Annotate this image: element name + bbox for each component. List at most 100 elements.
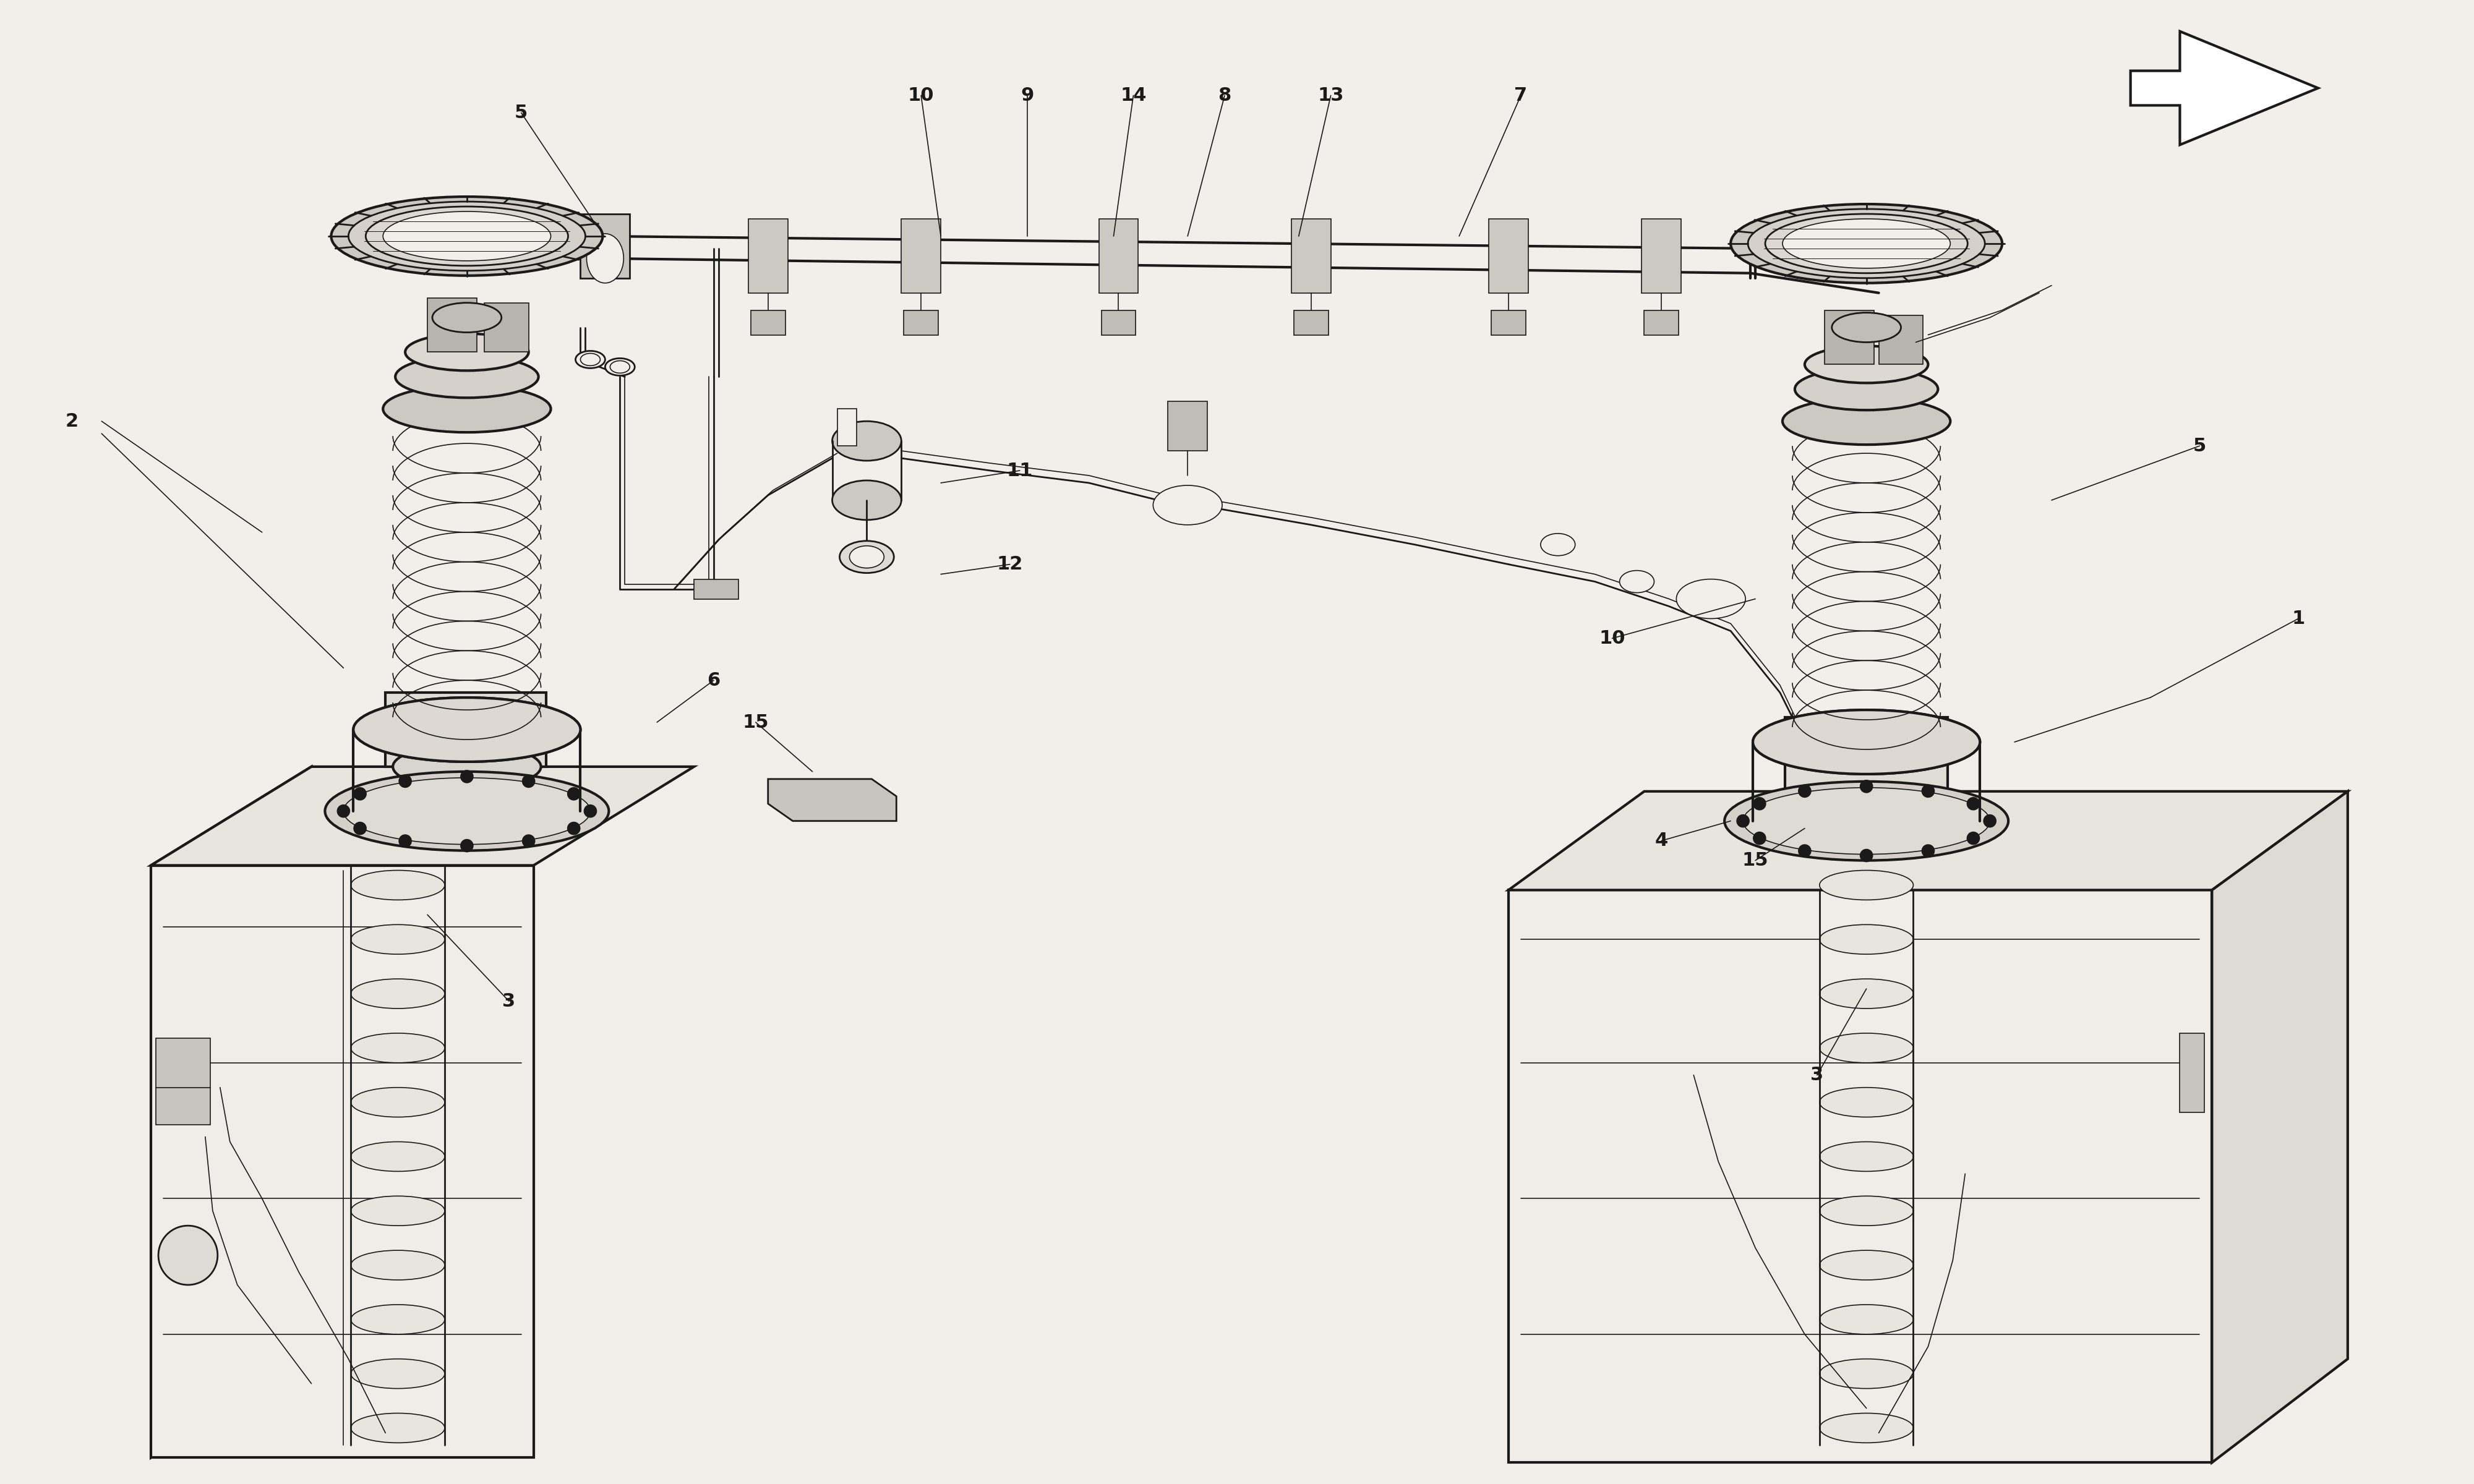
Ellipse shape xyxy=(1804,346,1927,383)
Text: 8: 8 xyxy=(1217,86,1232,104)
Ellipse shape xyxy=(351,1033,445,1063)
Ellipse shape xyxy=(1541,533,1576,555)
Bar xyxy=(1101,310,1136,335)
Ellipse shape xyxy=(406,334,529,371)
Text: 5: 5 xyxy=(515,104,527,122)
Bar xyxy=(1643,218,1682,292)
Bar xyxy=(1492,310,1526,335)
Ellipse shape xyxy=(611,361,631,372)
Ellipse shape xyxy=(351,1088,445,1117)
Ellipse shape xyxy=(396,356,539,398)
Ellipse shape xyxy=(1818,1251,1912,1279)
Polygon shape xyxy=(151,767,312,1457)
Ellipse shape xyxy=(1818,1196,1912,1226)
Circle shape xyxy=(1922,844,1935,858)
Text: 3: 3 xyxy=(502,993,515,1011)
Text: 15: 15 xyxy=(742,714,769,732)
Circle shape xyxy=(1799,844,1811,858)
Ellipse shape xyxy=(1791,769,1940,813)
Bar xyxy=(747,218,787,292)
Ellipse shape xyxy=(1687,585,1737,614)
Bar xyxy=(1878,315,1922,365)
Bar xyxy=(1294,310,1329,335)
Text: 11: 11 xyxy=(1007,462,1034,479)
Ellipse shape xyxy=(606,358,636,375)
Circle shape xyxy=(354,788,366,800)
Ellipse shape xyxy=(1724,782,2009,861)
Polygon shape xyxy=(2212,791,2348,1463)
Circle shape xyxy=(398,835,411,847)
Bar xyxy=(1823,310,1873,365)
Ellipse shape xyxy=(1153,485,1222,525)
Text: 6: 6 xyxy=(708,671,720,689)
Ellipse shape xyxy=(576,350,606,368)
Ellipse shape xyxy=(349,202,586,270)
Bar xyxy=(903,310,938,335)
Ellipse shape xyxy=(1818,1141,1912,1171)
Ellipse shape xyxy=(1754,709,1979,775)
Circle shape xyxy=(1967,797,1979,810)
Ellipse shape xyxy=(1818,925,1912,954)
Text: 10: 10 xyxy=(1598,629,1625,647)
Circle shape xyxy=(522,835,534,847)
Ellipse shape xyxy=(366,206,569,266)
Text: 15: 15 xyxy=(1742,852,1769,870)
Ellipse shape xyxy=(344,778,591,844)
Ellipse shape xyxy=(581,353,601,365)
Polygon shape xyxy=(767,779,896,821)
Polygon shape xyxy=(1784,717,1947,791)
Circle shape xyxy=(460,770,473,782)
Circle shape xyxy=(1922,785,1935,797)
Ellipse shape xyxy=(1732,205,2001,283)
Ellipse shape xyxy=(1744,788,1989,855)
Bar xyxy=(750,310,784,335)
Ellipse shape xyxy=(839,540,893,573)
Text: 14: 14 xyxy=(1121,86,1145,104)
Circle shape xyxy=(1754,797,1766,810)
Text: 9: 9 xyxy=(1022,86,1034,104)
Ellipse shape xyxy=(1794,368,1937,410)
Text: 1: 1 xyxy=(2291,610,2306,628)
Ellipse shape xyxy=(1818,1088,1912,1117)
Circle shape xyxy=(567,822,579,834)
Circle shape xyxy=(1984,815,1997,827)
Polygon shape xyxy=(151,767,695,865)
Ellipse shape xyxy=(393,745,542,789)
Ellipse shape xyxy=(1781,398,1950,445)
Bar xyxy=(2180,1033,2204,1112)
Bar xyxy=(1489,218,1529,292)
Ellipse shape xyxy=(1818,1413,1912,1442)
Bar xyxy=(1645,310,1680,335)
Ellipse shape xyxy=(1620,570,1655,592)
Ellipse shape xyxy=(1766,214,1967,273)
Circle shape xyxy=(1860,781,1873,792)
Text: 3: 3 xyxy=(1811,1066,1823,1085)
Ellipse shape xyxy=(383,211,552,261)
Bar xyxy=(156,1039,210,1125)
Text: 13: 13 xyxy=(1319,86,1343,104)
Ellipse shape xyxy=(351,870,445,899)
Circle shape xyxy=(158,1226,218,1285)
Bar xyxy=(695,579,737,600)
Ellipse shape xyxy=(1749,209,1984,278)
Bar xyxy=(1168,402,1207,451)
Bar xyxy=(1098,218,1138,292)
Bar xyxy=(901,218,940,292)
Ellipse shape xyxy=(849,546,883,568)
Text: 10: 10 xyxy=(908,86,935,104)
Ellipse shape xyxy=(586,233,623,283)
Ellipse shape xyxy=(831,421,901,460)
Circle shape xyxy=(398,775,411,788)
Text: 2: 2 xyxy=(64,413,79,430)
Circle shape xyxy=(1754,833,1766,844)
Ellipse shape xyxy=(354,697,581,761)
Ellipse shape xyxy=(1818,1359,1912,1389)
Ellipse shape xyxy=(1818,1304,1912,1334)
Ellipse shape xyxy=(351,1413,445,1442)
Bar xyxy=(428,298,477,352)
Ellipse shape xyxy=(351,979,445,1009)
Ellipse shape xyxy=(1754,709,1979,775)
Ellipse shape xyxy=(433,303,502,332)
Ellipse shape xyxy=(1781,218,1950,269)
Circle shape xyxy=(1737,815,1749,827)
